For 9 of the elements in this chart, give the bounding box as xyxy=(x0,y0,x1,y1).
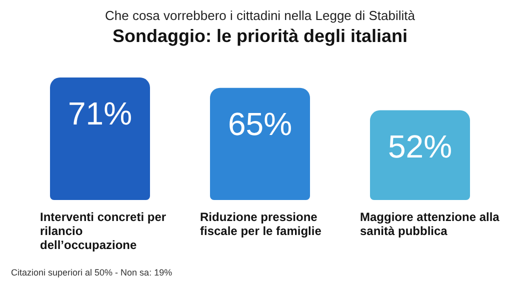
chart-title: Sondaggio: le priorità degli italiani xyxy=(112,26,408,46)
data-label: 52% xyxy=(388,128,452,164)
data-label: 65% xyxy=(228,106,292,142)
chart-subtitle: Che cosa vorrebbero i cittadini nella Legge di Stabilità xyxy=(104,8,416,23)
x-tick-label: Maggiore attenzione alla sanità pubblica xyxy=(360,210,503,238)
text: Citazioni superiori al 50% - Non sa: 19% xyxy=(11,268,172,278)
x-tick-label: Riduzione pressione fiscale per le famiglie xyxy=(200,210,322,238)
x-tick-label: Interventi concreti per rilancio dell’occupazione xyxy=(40,210,170,252)
data-label: 71% xyxy=(68,96,132,132)
